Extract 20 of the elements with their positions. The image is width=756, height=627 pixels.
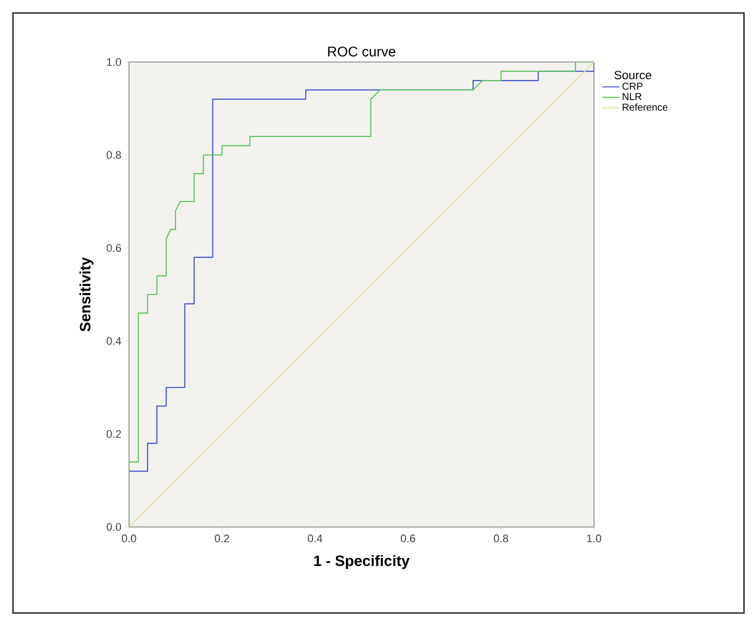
- x-tick-label: 0.0: [122, 534, 136, 542]
- y-tick-label: 1.0: [107, 58, 122, 66]
- y-tick-label: 0.4: [106, 337, 122, 345]
- x-tick-label: 0.6: [400, 534, 416, 542]
- y-tick-label: 0.8: [106, 151, 121, 159]
- x-tick-label: 0.8: [494, 534, 508, 542]
- y-axis-title: Sensitivity: [79, 257, 94, 332]
- y-tick-label: 0.2: [106, 430, 121, 438]
- y-tick-label: 0.6: [106, 244, 121, 252]
- x-axis-title: 1 - Specificity: [314, 555, 410, 570]
- line-series: [129, 62, 594, 527]
- chart-title: ROC curve: [328, 46, 396, 56]
- x-tick-label: 1.0: [587, 534, 602, 542]
- y-tick-label: 0.0: [106, 523, 122, 531]
- x-tick-label: 0.2: [214, 534, 230, 542]
- legend-label: Reference: [622, 103, 668, 111]
- legend-title: Source: [614, 70, 652, 80]
- x-tick-label: 0.4: [308, 534, 322, 542]
- legend-label: CRP: [622, 82, 642, 90]
- legend-label: NLR: [622, 93, 642, 100]
